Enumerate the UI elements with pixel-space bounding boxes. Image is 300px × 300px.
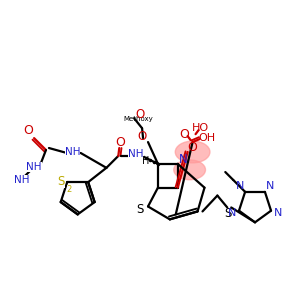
Text: H: H [142, 156, 150, 166]
Text: O: O [115, 136, 125, 148]
Text: N: N [179, 153, 188, 167]
Text: NH: NH [26, 162, 42, 172]
Text: OH: OH [198, 133, 215, 143]
Text: O: O [23, 124, 33, 137]
Text: N: N [266, 181, 274, 191]
Text: NH: NH [65, 147, 80, 157]
Text: S: S [225, 207, 232, 220]
Text: HO: HO [192, 123, 209, 133]
Text: O: O [136, 108, 145, 121]
Text: N: N [274, 208, 282, 218]
Text: O: O [180, 128, 190, 141]
Text: NH: NH [128, 149, 144, 159]
Text: NH: NH [14, 175, 30, 185]
Text: S: S [58, 175, 65, 188]
Ellipse shape [174, 160, 206, 180]
Text: O: O [137, 130, 147, 142]
Text: N: N [228, 208, 236, 218]
Text: 2: 2 [67, 184, 72, 194]
Text: Methoxy: Methoxy [123, 116, 153, 122]
Text: N: N [236, 181, 244, 191]
Text: O: O [188, 140, 197, 154]
Ellipse shape [175, 141, 210, 163]
Text: S: S [136, 203, 144, 216]
